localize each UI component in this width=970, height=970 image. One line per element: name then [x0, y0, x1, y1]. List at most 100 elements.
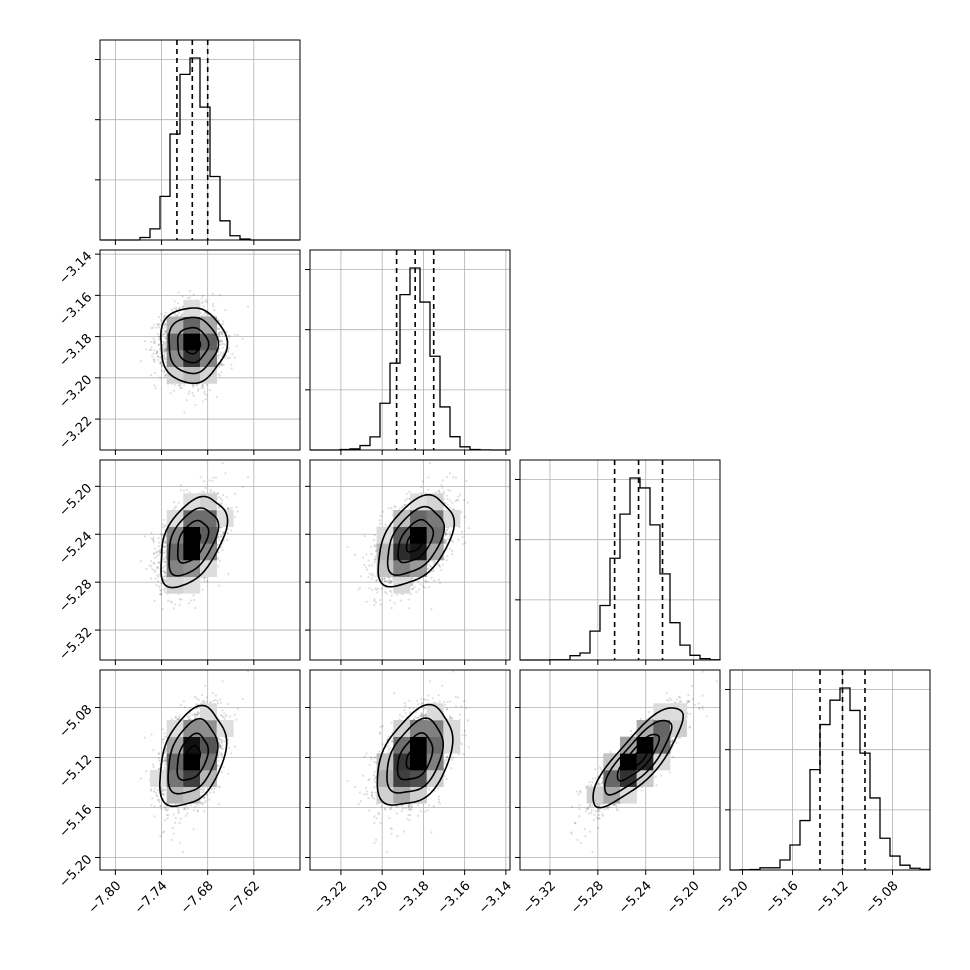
sample-point: [172, 607, 176, 610]
sample-point: [153, 599, 156, 602]
sample-point: [200, 386, 203, 390]
sample-point: [202, 305, 205, 308]
sample-point: [389, 589, 392, 592]
sample-point: [152, 358, 155, 362]
sample-point: [219, 497, 223, 500]
sample-point: [203, 579, 206, 582]
sample-point: [164, 323, 167, 326]
sample-point: [230, 529, 233, 532]
sample-point: [152, 562, 155, 565]
sample-point: [178, 603, 181, 607]
sample-point: [159, 593, 162, 596]
sample-point: [150, 327, 153, 330]
sample-point: [204, 486, 207, 489]
sample-point: [163, 315, 166, 318]
sample-point: [164, 524, 167, 527]
sample-point: [217, 327, 221, 330]
sample-point: [163, 314, 166, 317]
sample-point: [225, 354, 228, 357]
sample-point: [220, 333, 223, 336]
sample-point: [219, 501, 222, 505]
sample-point: [448, 531, 452, 534]
sample-point: [218, 539, 221, 542]
sample-point: [177, 501, 180, 504]
sample-point: [159, 361, 162, 364]
sample-point: [162, 518, 165, 521]
sample-point: [143, 340, 146, 343]
sample-point: [235, 345, 238, 348]
sample-point: [195, 384, 198, 387]
sample-point: [177, 312, 180, 315]
sample-point: [224, 472, 227, 475]
sample-point: [202, 300, 205, 303]
sample-point: [221, 364, 224, 367]
sample-point: [161, 523, 164, 526]
sample-point: [220, 371, 223, 374]
panel-frame: [99, 39, 301, 241]
sample-point: [205, 580, 209, 583]
sample-point: [161, 344, 165, 347]
sample-point: [153, 562, 156, 565]
sample-point: [178, 306, 182, 310]
histogram-4: [730, 687, 931, 871]
sample-point: [217, 505, 220, 509]
sample-point: [216, 492, 220, 495]
sample-point: [157, 322, 160, 326]
sample-point: [164, 541, 167, 544]
sample-point: [158, 335, 161, 338]
sample-point: [163, 347, 166, 350]
sample-point: [164, 555, 167, 558]
sample-point: [164, 357, 167, 361]
sample-point: [157, 355, 160, 359]
density-cell: [166, 576, 184, 594]
sample-point: [227, 573, 230, 576]
sample-point: [153, 360, 156, 363]
sample-point: [163, 569, 166, 573]
sample-point: [160, 592, 163, 595]
sample-point: [170, 308, 173, 311]
sample-point: [148, 564, 151, 567]
sample-point: [175, 308, 178, 311]
sample-point: [212, 476, 215, 479]
sample-point: [204, 299, 208, 302]
sample-point: [164, 578, 167, 581]
sample-point: [164, 349, 167, 352]
sample-point: [159, 589, 162, 592]
sample-point: [151, 568, 154, 571]
sample-point: [178, 384, 181, 387]
sample-point: [156, 574, 159, 577]
sample-point: [213, 308, 216, 312]
sample-point: [179, 314, 182, 318]
sample-point: [163, 571, 167, 574]
sample-point: [180, 598, 183, 601]
sample-point: [403, 503, 406, 507]
sample-point: [177, 291, 180, 294]
sample-point: [156, 354, 159, 358]
sample-point: [220, 526, 223, 529]
sample-point: [163, 540, 166, 544]
sample-point: [164, 572, 167, 575]
sample-point: [346, 545, 349, 549]
sample-point: [164, 587, 167, 590]
sample-point: [162, 317, 165, 320]
sample-point: [217, 506, 221, 509]
sample-point: [156, 323, 159, 326]
sample-point: [215, 395, 218, 398]
sample-point: [152, 326, 155, 329]
panel-frame: [309, 249, 511, 451]
sample-point: [158, 338, 161, 341]
sample-point: [164, 360, 167, 364]
sample-point: [221, 532, 225, 535]
sample-point: [163, 369, 166, 372]
sample-point: [164, 373, 167, 377]
sample-point: [389, 580, 392, 583]
sample-point: [438, 489, 441, 492]
sample-point: [222, 363, 225, 366]
sample-point: [153, 547, 156, 550]
sample-point: [187, 392, 190, 396]
contour-line: [177, 519, 210, 564]
x-tick-label: −5.20: [713, 878, 752, 917]
sample-point: [217, 496, 221, 499]
sample-point: [150, 346, 153, 349]
